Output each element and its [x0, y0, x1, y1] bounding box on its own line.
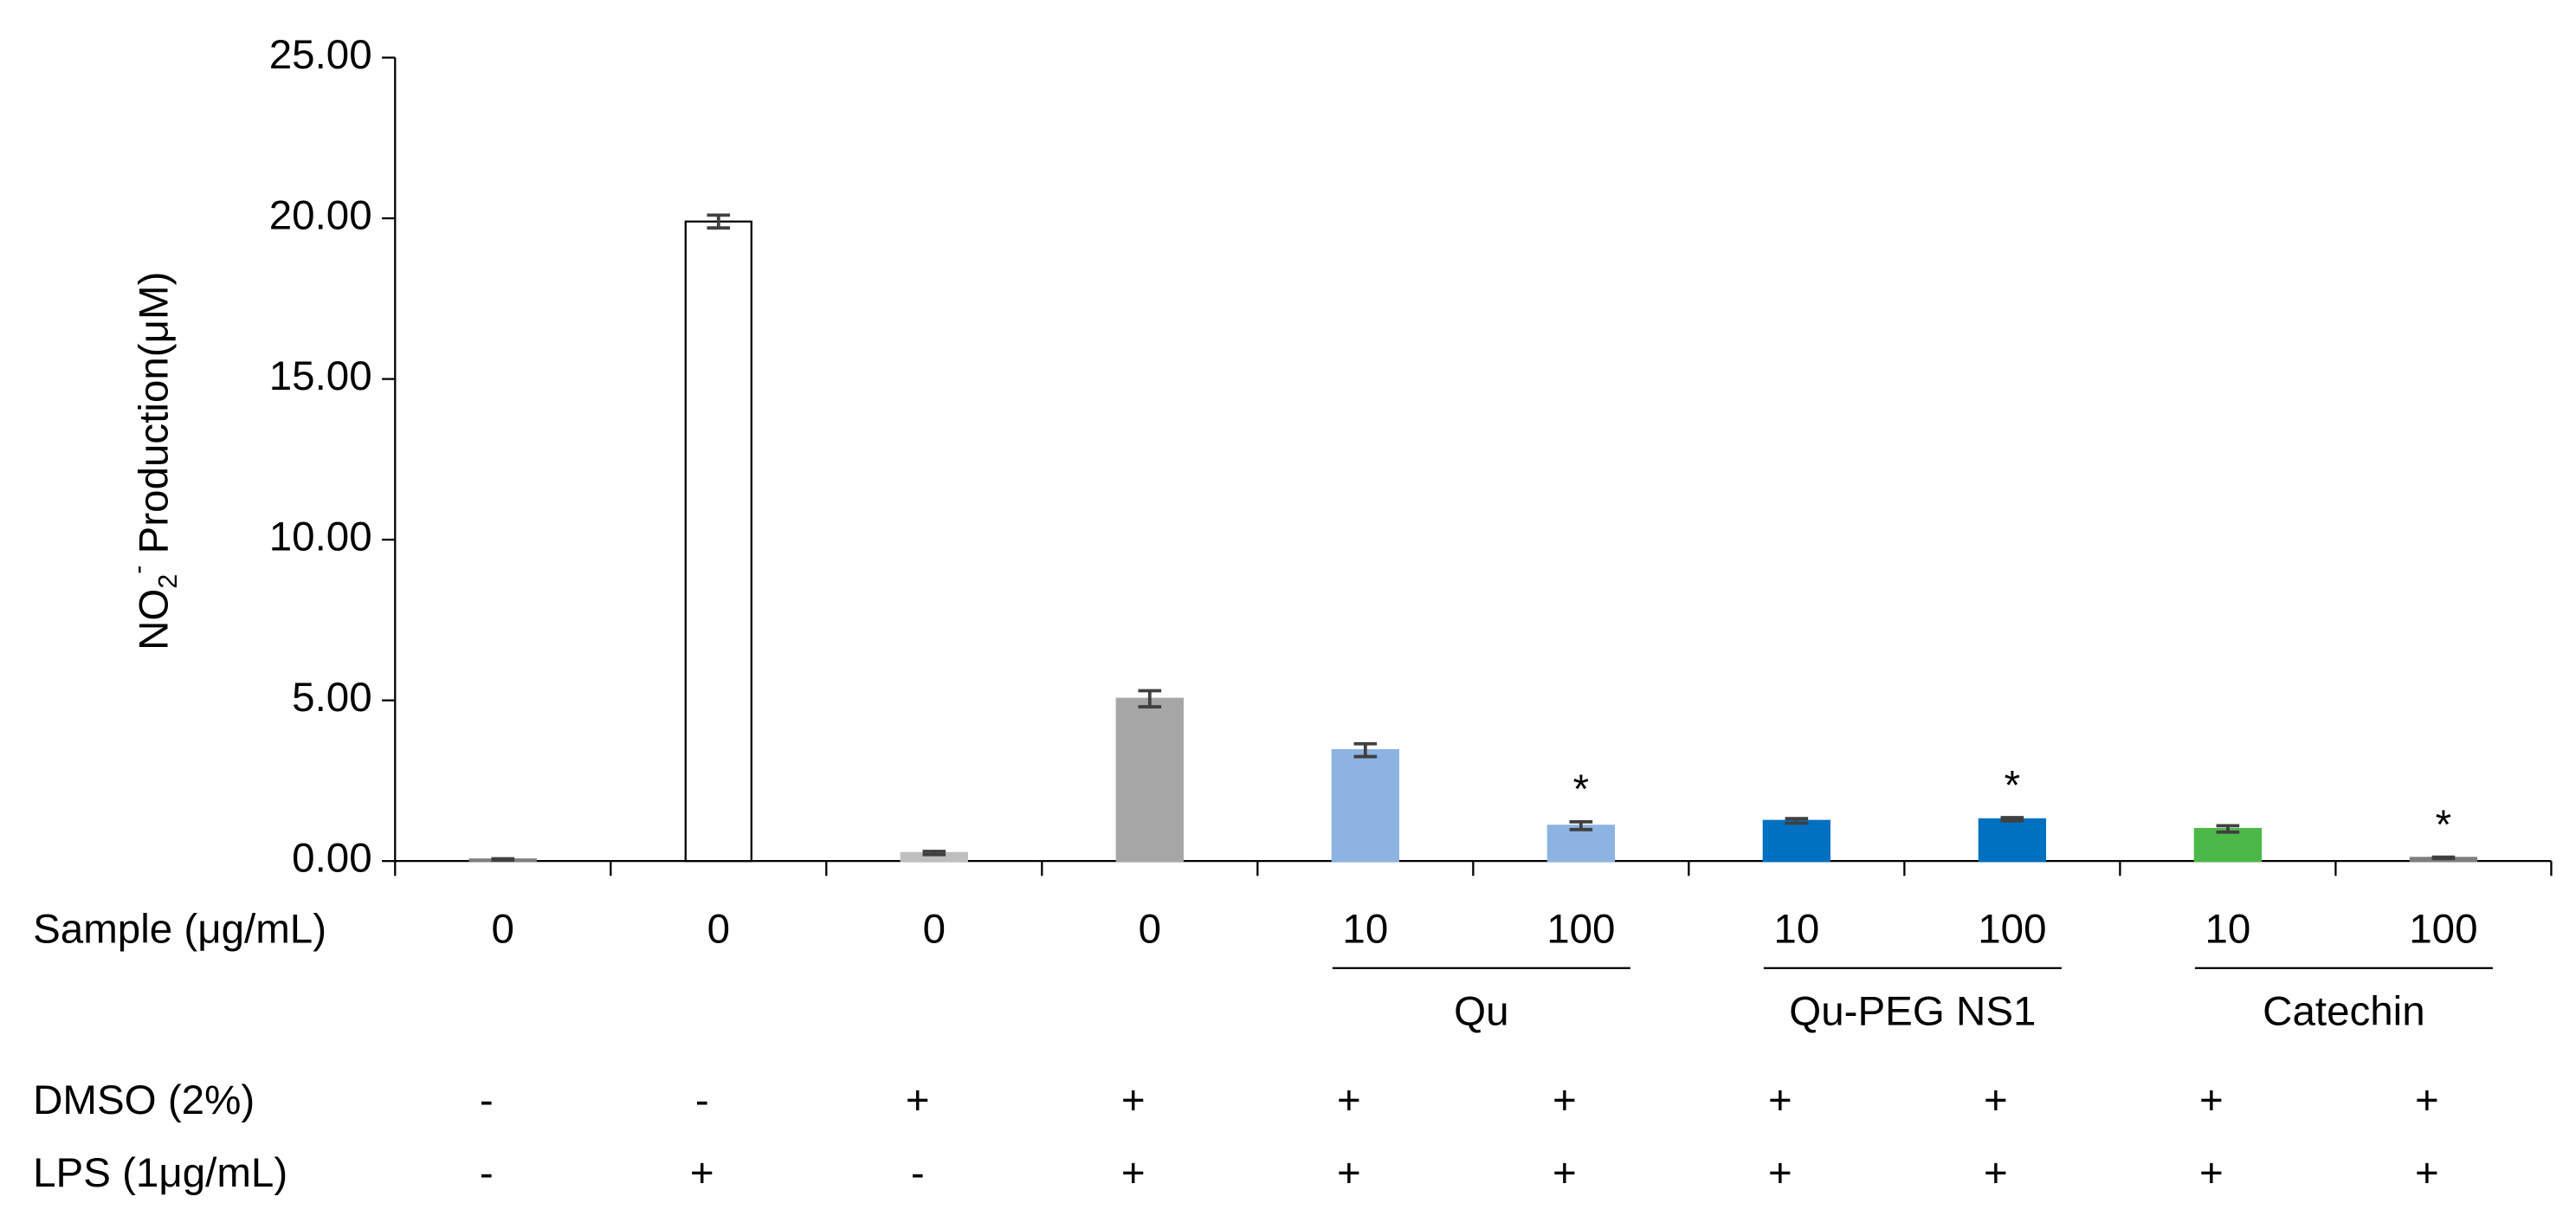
condition-value: +: [1553, 1077, 1577, 1123]
condition-value: +: [2199, 1077, 2224, 1123]
condition-value: +: [906, 1077, 930, 1123]
bar: [684, 220, 752, 863]
error-bar: [922, 850, 946, 857]
condition-value: -: [480, 1077, 494, 1123]
y-tick-label: 15.00: [269, 353, 372, 399]
y-axis-label: NO2- Production(μM): [124, 272, 183, 650]
condition-value: +: [2415, 1077, 2439, 1123]
error-bar: [2216, 824, 2240, 834]
x-tick-label: 0: [1139, 906, 1161, 952]
y-tick-label: 5.00: [292, 675, 371, 721]
condition-value: +: [1121, 1150, 1146, 1196]
x-tick-label: 0: [923, 906, 946, 952]
condition-value: +: [2415, 1150, 2439, 1196]
bar: [1115, 697, 1184, 863]
condition-value: +: [1337, 1150, 1361, 1196]
condition-value: -: [911, 1150, 925, 1196]
error-bar: [1785, 817, 1809, 825]
bar: [2193, 827, 2263, 863]
condition-label: DMSO (2%): [33, 1077, 255, 1123]
condition-value: +: [1121, 1077, 1146, 1123]
condition-value: +: [1768, 1150, 1792, 1196]
condition-label: LPS (1μg/mL): [33, 1150, 287, 1196]
condition-value: +: [1553, 1150, 1577, 1196]
error-bar: [491, 857, 515, 862]
x-tick-label: 100: [1978, 906, 2046, 952]
error-bar: [707, 213, 731, 230]
x-tick-label: 10: [1773, 906, 1819, 952]
significance-mark: *: [2436, 802, 2452, 848]
condition-value: +: [1984, 1150, 2008, 1196]
bar: [1331, 749, 1399, 863]
bar: [1546, 825, 1616, 863]
x-tick-label: 10: [1342, 906, 1388, 952]
x-tick-label: 0: [492, 906, 514, 952]
x-tick-label: 100: [1546, 906, 1615, 952]
y-tick-label: 20.00: [269, 193, 372, 239]
group-label: Catechin: [2263, 988, 2425, 1034]
error-bar: [2000, 816, 2024, 823]
y-tick-label: 10.00: [269, 514, 372, 560]
x-tick-label: 10: [2205, 906, 2250, 952]
y-tick-label: 0.00: [292, 836, 371, 882]
error-bar: [1138, 689, 1162, 708]
y-tick-label: 25.00: [269, 32, 372, 78]
error-bar: [1353, 741, 1378, 759]
x-tick-label: 0: [707, 906, 730, 952]
condition-value: +: [690, 1150, 714, 1196]
condition-value: +: [2199, 1150, 2224, 1196]
y-label-rest: Production(μM): [131, 272, 177, 566]
group-label: Qu: [1454, 988, 1508, 1034]
condition-value: -: [695, 1077, 709, 1123]
significance-mark: *: [1573, 767, 1589, 812]
condition-value: -: [480, 1150, 494, 1196]
x-tick-label: 100: [2409, 906, 2477, 952]
group-label: Qu-PEG NS1: [1789, 988, 2036, 1034]
error-bar: [2431, 855, 2456, 861]
y-label-sub: 2: [153, 574, 183, 589]
condition-value: +: [1984, 1077, 2008, 1123]
bar: [1762, 819, 1831, 863]
condition-value: +: [1337, 1077, 1361, 1123]
error-bar: [1569, 819, 1593, 831]
category-axis-label: Sample (μg/mL): [33, 906, 326, 952]
bar: [1978, 818, 2047, 863]
y-label-sup: -: [124, 566, 153, 574]
significance-mark: *: [2005, 762, 2021, 808]
condition-value: +: [1768, 1077, 1792, 1123]
y-label-main: NO: [131, 589, 177, 650]
